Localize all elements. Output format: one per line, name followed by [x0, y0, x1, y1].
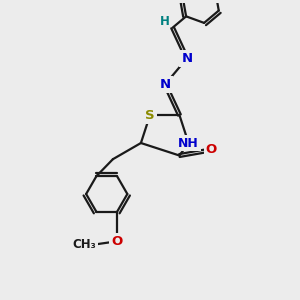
Text: NH: NH: [178, 136, 199, 149]
Text: N: N: [160, 78, 171, 91]
Text: H: H: [159, 15, 169, 28]
Text: O: O: [111, 235, 123, 248]
Text: CH₃: CH₃: [73, 238, 96, 251]
Text: S: S: [145, 109, 155, 122]
Text: O: O: [206, 143, 217, 156]
Text: N: N: [181, 52, 193, 65]
